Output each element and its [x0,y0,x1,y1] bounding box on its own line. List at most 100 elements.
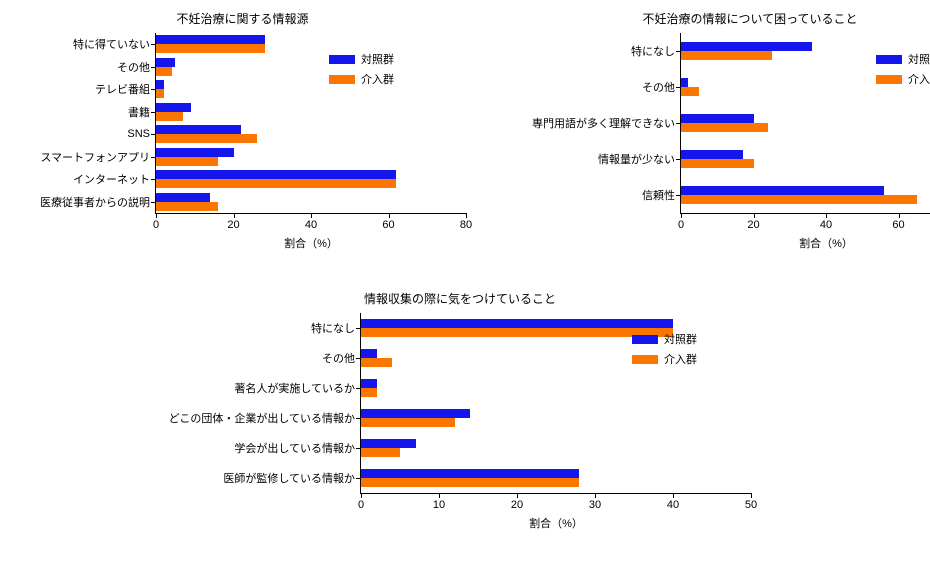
x-tick-label: 60 [892,219,904,231]
chart3-bar-intervention [361,328,673,337]
legend-swatch [876,55,902,64]
legend-swatch [876,75,902,84]
chart1-bar-control [156,193,210,202]
chart2-bar-intervention [681,51,772,60]
x-tick [595,493,596,498]
chart1-wrapper: 不妊治療に関する情報源 020406080割合（%）医療従事者からの説明インターネ… [20,10,465,214]
chart2-title: 不妊治療の情報について困っていること [530,10,930,27]
x-tick [439,493,440,498]
chart3-category-label: 著名人が実施しているか [234,380,355,396]
chart3-bar-control [361,439,416,448]
chart3-bar-intervention [361,448,400,457]
chart3-bar-intervention [361,418,455,427]
chart1-bar-intervention [156,44,265,53]
chart1-category-label: 医療従事者からの説明 [40,194,150,210]
chart2-wrapper: 不妊治療の情報について困っていること 020406080割合（%）信頼性情報量が少… [530,10,930,214]
x-tick-label: 30 [589,499,601,511]
chart1-bar-control [156,148,234,157]
legend-swatch [329,75,355,84]
x-tick [899,213,900,218]
chart2-bar-intervention [681,159,754,168]
chart3-bar-intervention [361,388,377,397]
chart3-legend: 対照群介入群 [632,331,697,371]
x-tick-label: 40 [820,219,832,231]
legend-item-control: 対照群 [329,51,394,67]
x-tick [751,493,752,498]
x-tick-label: 80 [460,219,472,231]
chart2-category-label: 情報量が少ない [598,151,675,167]
x-tick-label: 20 [227,219,239,231]
chart1-bar-intervention [156,202,218,211]
x-tick [156,213,157,218]
chart1-bar-intervention [156,112,183,121]
legend-label: 対照群 [664,331,697,347]
chart1-bar-control [156,125,241,134]
chart2-category-label: 特になし [631,43,675,59]
x-tick-label: 60 [382,219,394,231]
chart1-bar-control [156,80,164,89]
x-tick-label: 40 [667,499,679,511]
chart2-plot: 020406080割合（%）信頼性情報量が少ない専門用語が多く理解できないその他… [680,33,930,214]
chart2-bar-intervention [681,87,699,96]
chart1-category-label: その他 [117,59,150,75]
chart2-bar-control [681,78,688,87]
legend-item-control: 対照群 [632,331,697,347]
chart3-bar-control [361,469,579,478]
chart1-title: 不妊治療に関する情報源 [20,10,465,27]
chart3-category-label: 学会が出している情報か [234,440,355,456]
chart2-bar-intervention [681,195,917,204]
x-tick [517,493,518,498]
chart2-xlabel: 割合（%） [799,235,853,251]
chart3-wrapper: 情報収集の際に気をつけていること01020304050割合（%）医師が監修してい… [170,290,750,494]
chart1-bar-intervention [156,89,164,98]
chart1-category-label: テレビ番組 [95,81,150,97]
chart1-bar-control [156,103,191,112]
legend-item-intervention: 介入群 [632,351,697,367]
chart1-bar-control [156,170,396,179]
chart1-bar-intervention [156,134,257,143]
chart2-category-label: その他 [642,79,675,95]
x-tick-label: 20 [747,219,759,231]
chart1-bar-intervention [156,67,172,76]
chart1-bar-intervention [156,157,218,166]
chart1-bar-control [156,35,265,44]
x-tick-label: 0 [678,219,684,231]
chart3-category-label: 特になし [311,320,355,336]
x-tick-label: 40 [305,219,317,231]
x-tick [466,213,467,218]
chart1-plot: 020406080割合（%）医療従事者からの説明インターネットスマートフォンアプ… [155,33,466,214]
x-tick [826,213,827,218]
chart2-bar-control [681,186,884,195]
chart3-bar-control [361,319,673,328]
chart1-category-label: スマートフォンアプリ [40,149,150,165]
x-tick [681,213,682,218]
legend-item-intervention: 介入群 [329,71,394,87]
chart3-xlabel: 割合（%） [529,515,583,531]
chart1-bar-intervention [156,179,396,188]
chart1-xlabel: 割合（%） [284,235,338,251]
chart2-bar-control [681,114,754,123]
chart3-bar-intervention [361,358,392,367]
chart3-plot: 01020304050割合（%）医師が監修している情報か学会が出している情報かど… [360,313,751,494]
chart1-bar-control [156,58,175,67]
x-tick [361,493,362,498]
chart3-bar-control [361,409,470,418]
x-tick-label: 20 [511,499,523,511]
chart1-legend: 対照群介入群 [329,51,394,91]
chart1-category-label: 特に得ていない [73,36,150,52]
x-tick-label: 10 [433,499,445,511]
chart3-bar-control [361,349,377,358]
chart2-category-label: 信頼性 [642,187,675,203]
chart2-category-label: 専門用語が多く理解できない [532,115,675,131]
x-tick [754,213,755,218]
legend-item-intervention: 介入群 [876,71,930,87]
chart1-category-label: インターネット [73,171,150,187]
x-tick-label: 0 [358,499,364,511]
legend-label: 対照群 [361,51,394,67]
legend-label: 介入群 [361,71,394,87]
x-tick [311,213,312,218]
chart3-category-label: 医師が監修している情報か [223,470,355,486]
legend-label: 介入群 [664,351,697,367]
chart2-legend: 対照群介入群 [876,51,930,91]
legend-swatch [632,355,658,364]
